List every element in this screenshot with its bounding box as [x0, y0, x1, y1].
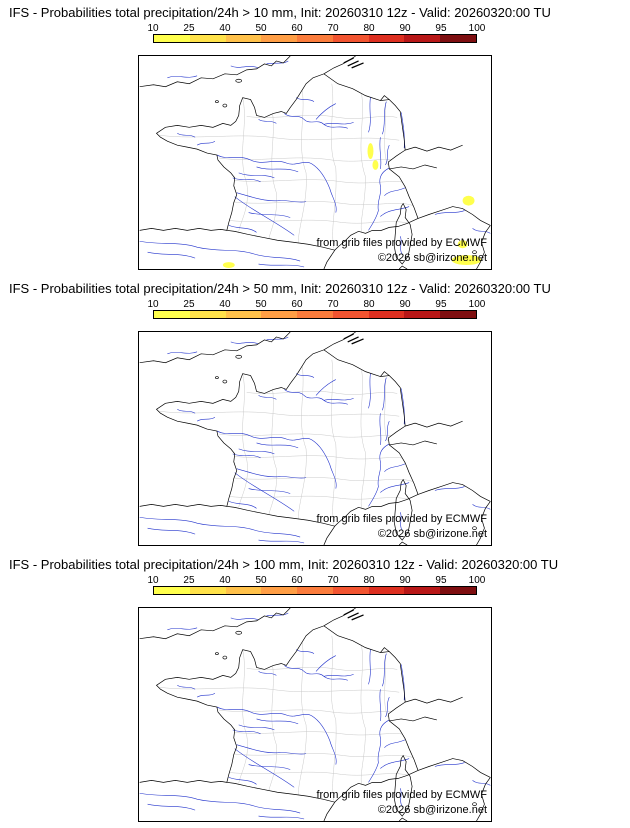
colorbar-segment	[297, 587, 333, 594]
colorbar-segment	[261, 311, 298, 318]
colorbar-segment	[404, 587, 441, 594]
map-attribution: from grib files provided by ECMWF	[316, 513, 487, 525]
colorbar-segment	[154, 587, 190, 594]
map-france: from grib files provided by ECMWF ©2026 …	[138, 55, 492, 270]
colorbar-segment	[368, 35, 405, 42]
colorbar-segment	[404, 311, 441, 318]
probability-colorbar: 10 25 40 50 60 70 80 90 95 100	[147, 575, 485, 595]
map-france: from grib files provided by ECMWF ©2026 …	[138, 607, 492, 822]
probability-spot	[451, 255, 482, 266]
colorbar-tick: 70	[327, 575, 339, 586]
colorbar-segment	[368, 587, 405, 594]
colorbar-bar	[153, 586, 477, 595]
colorbar-tick: 40	[219, 23, 231, 34]
colorbar-tick: 70	[327, 299, 339, 310]
colorbar-segment	[261, 35, 298, 42]
map-france: from grib files provided by ECMWF ©2026 …	[138, 331, 492, 546]
colorbar-segment	[189, 35, 226, 42]
map-copyright: ©2026 sb@irizone.net	[377, 252, 487, 264]
colorbar-segment	[332, 587, 369, 594]
colorbar-tick: 60	[291, 299, 303, 310]
colorbar-bar	[153, 310, 477, 319]
colorbar-tick: 90	[399, 575, 411, 586]
colorbar-tick: 50	[255, 23, 267, 34]
colorbar-tick: 100	[468, 575, 486, 586]
colorbar-tick: 25	[183, 575, 195, 586]
colorbar-segment	[225, 587, 262, 594]
colorbar-ticks: 10 25 40 50 60 70 80 90 95 100	[147, 23, 485, 34]
colorbar-tick: 95	[435, 23, 447, 34]
colorbar-tick: 90	[399, 299, 411, 310]
colorbar-bar	[153, 34, 477, 43]
colorbar-ticks: 10 25 40 50 60 70 80 90 95 100	[147, 299, 485, 310]
colorbar-tick: 90	[399, 23, 411, 34]
colorbar-tick: 70	[327, 23, 339, 34]
colorbar-segment	[332, 35, 369, 42]
probability-spot	[457, 240, 468, 249]
probability-spot	[367, 143, 374, 160]
map-attribution: from grib files provided by ECMWF	[316, 237, 487, 249]
colorbar-tick: 100	[468, 299, 486, 310]
colorbar-tick: 80	[363, 575, 375, 586]
colorbar-tick: 95	[435, 299, 447, 310]
colorbar-tick: 25	[183, 299, 195, 310]
map-copyright: ©2026 sb@irizone.net	[377, 804, 487, 816]
probability-spot	[462, 195, 475, 206]
colorbar-segment	[154, 311, 190, 318]
colorbar-segment	[440, 311, 477, 318]
colorbar-tick: 25	[183, 23, 195, 34]
colorbar-segment	[332, 311, 369, 318]
probability-spot	[222, 262, 235, 269]
colorbar-segment	[225, 311, 262, 318]
colorbar-tick: 100	[468, 23, 486, 34]
forecast-panel-100mm: IFS - Probabilities total precipitation/…	[0, 552, 630, 828]
colorbar-segment	[225, 35, 262, 42]
colorbar-tick: 10	[147, 575, 159, 586]
map-copyright: ©2026 sb@irizone.net	[377, 528, 487, 540]
colorbar-segment	[261, 587, 298, 594]
forecast-panel-50mm: IFS - Probabilities total precipitation/…	[0, 276, 630, 552]
colorbar-tick: 80	[363, 23, 375, 34]
panel-title: IFS - Probabilities total precipitation/…	[9, 281, 551, 296]
colorbar-segment	[440, 587, 477, 594]
colorbar-tick: 10	[147, 299, 159, 310]
colorbar-ticks: 10 25 40 50 60 70 80 90 95 100	[147, 575, 485, 586]
colorbar-tick: 60	[291, 575, 303, 586]
probability-colorbar: 10 25 40 50 60 70 80 90 95 100	[147, 23, 485, 43]
forecast-panel-10mm: IFS - Probabilities total precipitation/…	[0, 0, 630, 276]
colorbar-tick: 10	[147, 23, 159, 34]
map-attribution: from grib files provided by ECMWF	[316, 789, 487, 801]
panel-title: IFS - Probabilities total precipitation/…	[9, 557, 559, 572]
colorbar-tick: 80	[363, 299, 375, 310]
colorbar-segment	[297, 311, 333, 318]
colorbar-segment	[189, 587, 226, 594]
colorbar-tick: 40	[219, 575, 231, 586]
france-map-svg	[139, 56, 491, 269]
colorbar-tick: 50	[255, 299, 267, 310]
probability-spot	[372, 160, 379, 170]
probability-spots-layer	[222, 143, 482, 269]
colorbar-segment	[154, 35, 190, 42]
colorbar-segment	[440, 35, 477, 42]
probability-colorbar: 10 25 40 50 60 70 80 90 95 100	[147, 299, 485, 319]
colorbar-tick: 40	[219, 299, 231, 310]
colorbar-tick: 60	[291, 23, 303, 34]
colorbar-tick: 50	[255, 575, 267, 586]
colorbar-segment	[297, 35, 333, 42]
colorbar-segment	[368, 311, 405, 318]
colorbar-segment	[189, 311, 226, 318]
colorbar-tick: 95	[435, 575, 447, 586]
panel-title: IFS - Probabilities total precipitation/…	[9, 5, 551, 20]
colorbar-segment	[404, 35, 441, 42]
